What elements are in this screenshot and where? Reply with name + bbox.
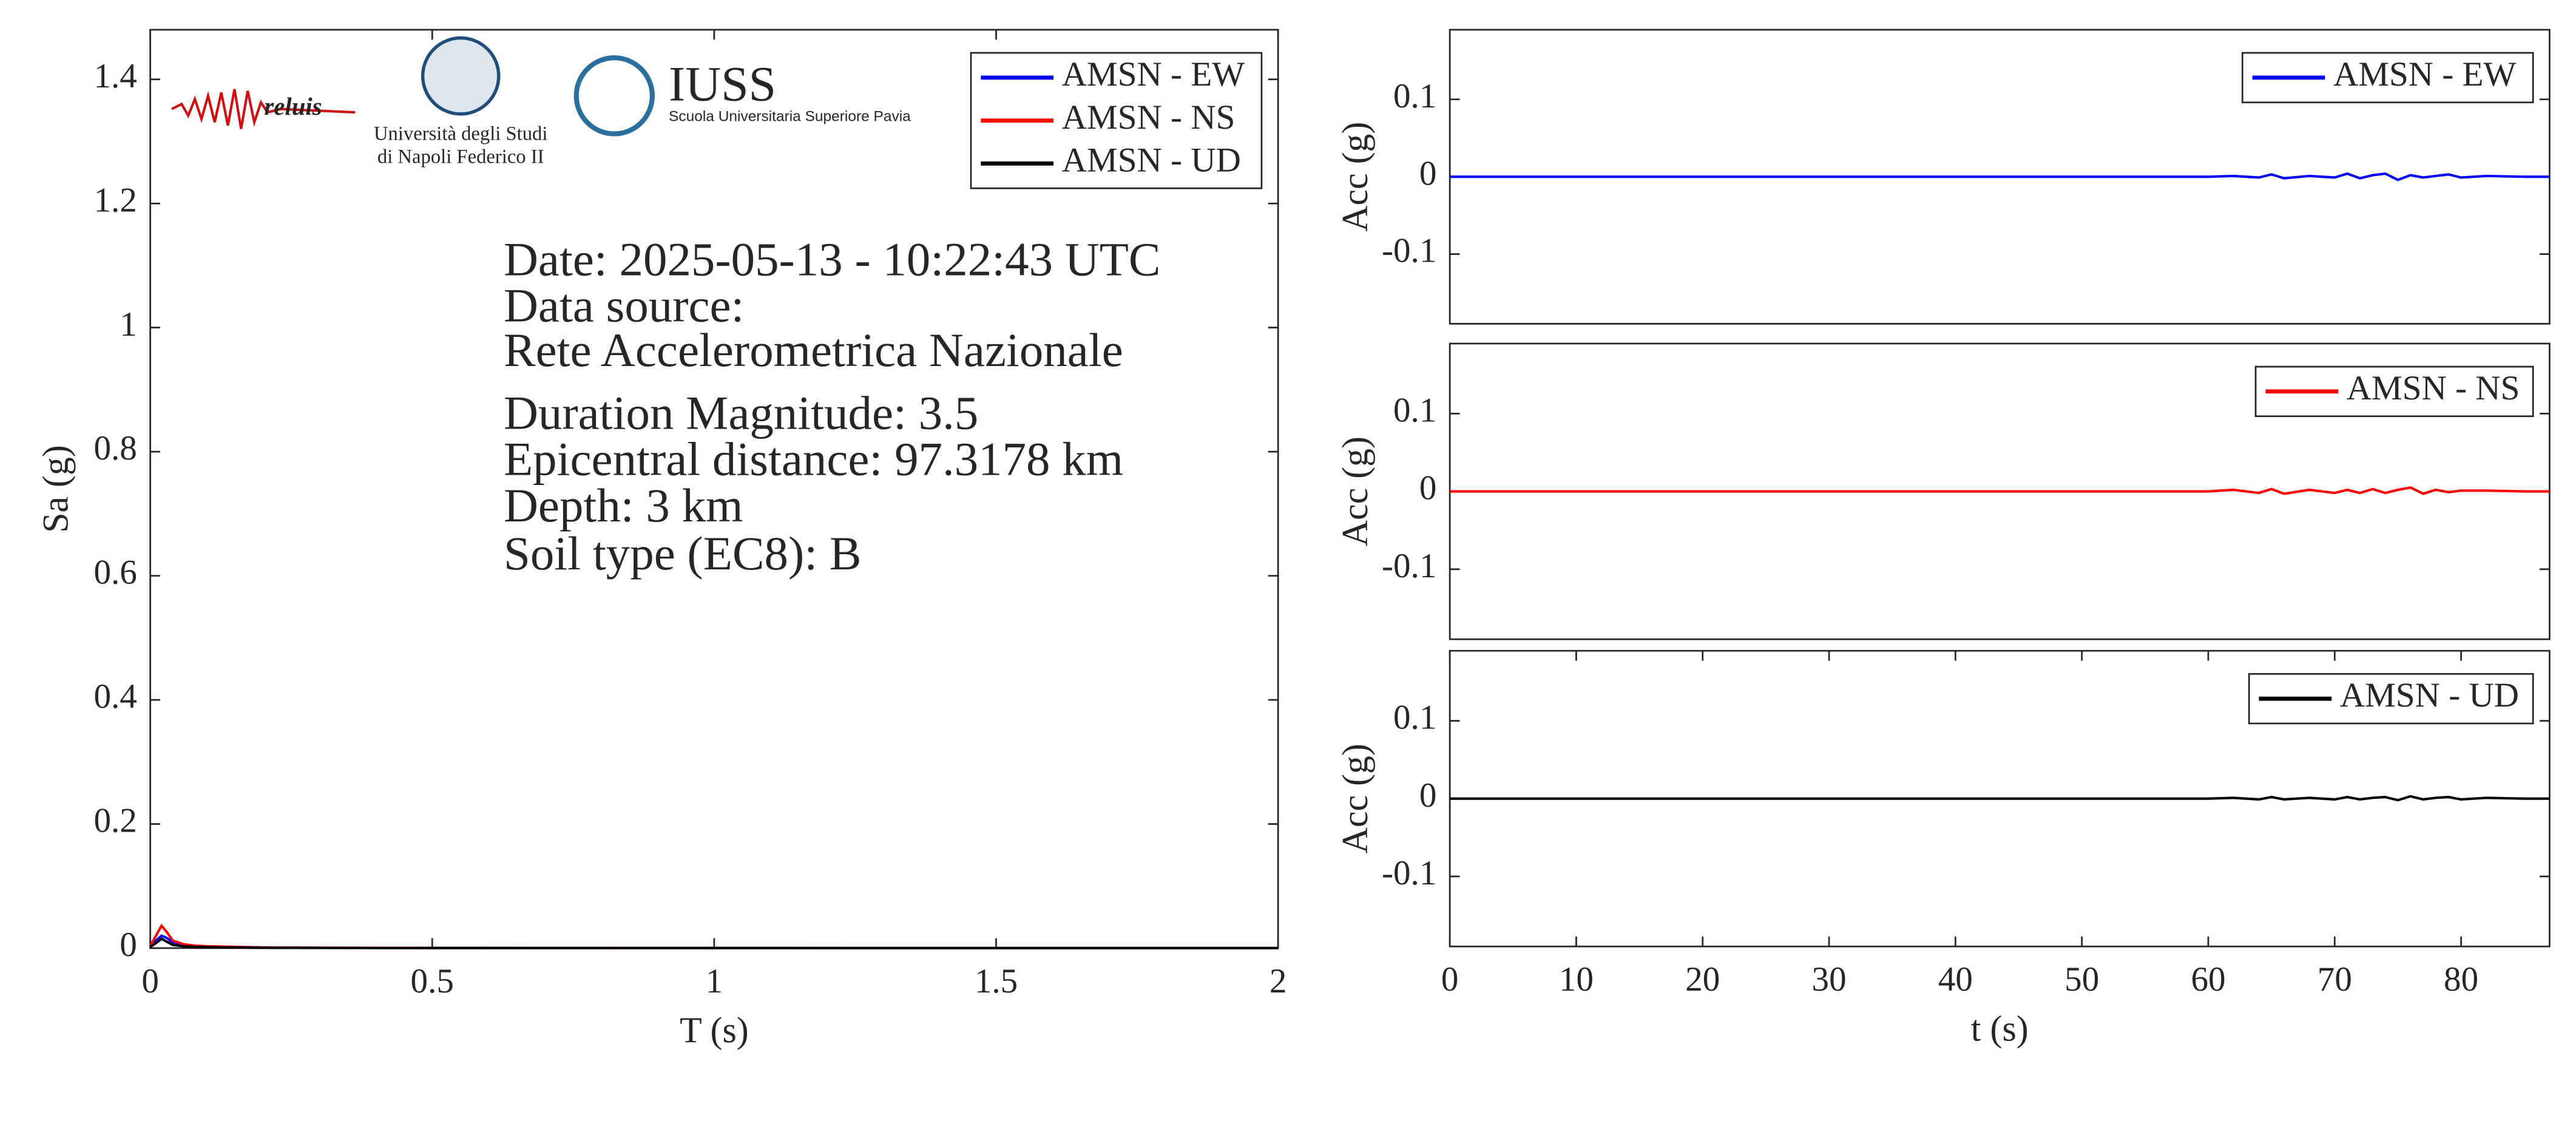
legend-label: AMSN - NS [1062,98,1236,137]
x-tick-label: 1 [706,962,723,1000]
logo-seal [573,55,655,137]
y-axis-label: Acc (g) [1335,122,1375,232]
logo-seal [421,36,501,116]
annotation: Rete Accelerometrica Nazionale [504,324,1123,377]
logos: reluis Università degli Studi di Napoli … [171,36,911,168]
x-tick-label: 20 [1685,960,1720,999]
logo-text: di Napoli Federico II [377,146,544,168]
x-tick-label: 1.5 [975,962,1018,1000]
legend-label: AMSN - UD [1062,141,1241,180]
x-tick-label: 0 [141,962,159,1000]
x-axis-label: T (s) [680,1010,749,1050]
y-tick-label: 0.8 [93,429,137,467]
y-tick-label: 1 [120,305,137,344]
y-tick-label: -0.1 [1382,232,1436,270]
x-tick-label: 30 [1812,960,1847,999]
y-tick-label: -0.1 [1382,547,1436,585]
legend-label: AMSN - NS [2347,369,2520,407]
x-tick-label: 60 [2191,960,2225,999]
y-tick-label: 0.1 [1393,77,1436,115]
annotation: Depth: 3 km [504,480,743,532]
x-tick-label: 0.5 [411,962,454,1000]
logo-text: reluis [264,93,322,120]
y-tick-label: 0.1 [1393,391,1436,429]
y-axis-label: Acc (g) [1335,436,1375,546]
x-tick-label: 0 [1441,960,1459,999]
x-tick-label: 40 [1938,960,1973,999]
y-tick-label: 0.2 [93,802,137,840]
annotation: Epicentral distance: 97.3178 km [504,433,1123,486]
logo-wave [171,89,356,129]
x-tick-label: 2 [1269,962,1287,1000]
x-tick-label: 70 [2317,960,2352,999]
y-tick-label: 0.4 [93,677,137,716]
y-axis-label: Sa (g) [36,445,76,533]
y-tick-label: 0.1 [1393,699,1436,737]
y-tick-label: 0 [1419,469,1437,507]
y-tick-label: 0 [1419,154,1437,192]
x-axis-label: t (s) [1971,1008,2029,1048]
y-axis-label: Acc (g) [1335,744,1375,853]
series-line [149,937,1279,949]
y-tick-label: 0 [120,926,137,964]
x-tick-label: 10 [1559,960,1594,999]
logo-text: IUSS [669,56,776,112]
annotation: Data source: [504,280,745,333]
annotation: Date: 2025-05-13 - 10:22:43 UTC [504,233,1161,286]
y-tick-label: 0 [1419,776,1437,815]
series-line [1450,486,2550,495]
series-line [1450,172,2550,181]
x-tick-label: 50 [2064,960,2099,999]
legend-label: AMSN - EW [2333,55,2517,93]
logo-text: Università degli Studi [374,123,547,145]
legend-label: AMSN - EW [1062,55,1245,93]
x-tick-label: 80 [2444,960,2478,999]
y-tick-label: 0.6 [93,554,137,592]
annotation: Soil type (EC8): B [504,527,862,580]
y-tick-label: -0.1 [1382,854,1436,892]
series-line [1450,795,2550,802]
legend-label: AMSN - UD [2340,676,2519,714]
y-tick-label: 1.4 [93,57,137,95]
annotation: Duration Magnitude: 3.5 [504,387,978,440]
logo-text: Scuola Universitaria Superiore Pavia [669,109,911,125]
y-tick-label: 1.2 [93,181,137,219]
